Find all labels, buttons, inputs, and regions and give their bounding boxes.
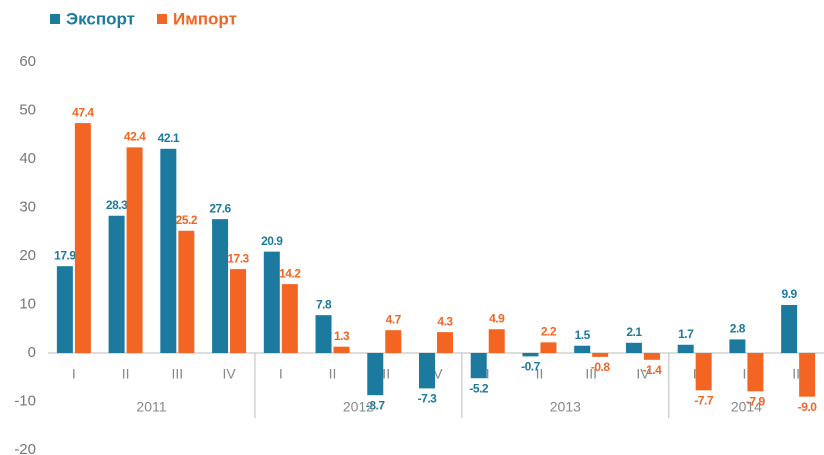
bar [230,269,247,353]
x-tick-label: IV [222,366,236,382]
value-label: -9.0 [798,400,818,414]
value-label: -1.4 [643,363,663,377]
value-label: 20.9 [261,234,283,248]
value-label: -7.9 [746,394,766,408]
x-tick-label: IV [636,366,650,382]
y-tick-label: 10 [19,295,36,312]
value-label: 14.2 [279,266,301,280]
bar [126,147,143,353]
group-label: 2011 [136,399,166,415]
x-tick-label: I [486,366,490,382]
value-label: -7.7 [694,394,714,408]
bar [212,219,229,353]
value-label: 2.2 [541,325,557,339]
bar [281,284,298,353]
bar [540,342,557,353]
bar [419,353,435,389]
bar [263,251,280,353]
bar [747,353,764,392]
value-label: -8.7 [366,398,386,412]
bar [56,266,73,353]
bar [315,315,332,353]
value-label: 42.4 [124,130,146,144]
bar [470,353,487,379]
value-label: 1.3 [334,329,350,343]
bar [592,353,609,357]
legend-swatch [50,14,60,24]
bar [781,304,798,353]
value-label: -0.8 [591,360,611,374]
x-tick-label: III [378,366,390,382]
legend-label: Импорт [173,9,237,28]
y-tick-label: 50 [19,101,36,118]
bar [108,215,125,353]
y-tick-label: 30 [19,198,36,215]
x-tick-label: I [72,366,76,382]
x-tick-label: I [279,366,283,382]
value-label: 17.3 [227,251,249,265]
group-label: 2013 [550,399,581,415]
value-label: 9.9 [782,287,798,301]
group-label: 2012 [343,399,374,415]
bar [695,353,712,391]
x-tick-label: III [171,366,183,382]
x-tick-label: II [743,366,751,382]
bar [625,342,642,353]
y-tick-label: -20 [14,441,36,455]
bar [488,329,505,353]
x-tick-label: II [329,366,337,382]
value-label: 42.1 [158,131,180,145]
bar [574,345,591,353]
value-label: 4.3 [437,314,453,328]
value-label: 28.3 [106,198,128,212]
value-label: 7.8 [316,297,332,311]
bar [799,353,816,397]
value-label: 2.8 [730,322,746,336]
bar [178,230,195,353]
y-tick-label: 60 [19,53,36,70]
value-label: 27.6 [209,201,231,215]
x-tick-label: III [792,366,804,382]
group-label: 2014 [731,399,762,415]
bar [729,339,746,353]
x-tick-label: II [536,366,544,382]
value-label: 25.2 [176,213,198,227]
value-label: 4.7 [386,312,402,326]
legend-label: Экспорт [66,9,135,28]
x-tick-label: II [122,366,130,382]
bar [367,353,384,396]
value-label: 2.1 [626,325,642,339]
legend-swatch [156,14,167,24]
bar [677,344,694,353]
y-tick-label: 40 [19,150,36,167]
bar [437,332,453,353]
bar [385,330,402,353]
value-label: 4.9 [489,311,505,325]
bar [522,353,539,357]
x-tick-label: III [585,366,597,382]
y-tick-label: 20 [19,247,36,264]
bar [74,123,91,353]
value-label: 1.7 [678,327,694,341]
value-label: -5.2 [469,381,489,395]
y-tick-label: -10 [14,392,36,409]
x-tick-label: I [693,366,697,382]
bar [333,346,350,353]
value-label: -7.3 [418,392,438,406]
value-label: 1.5 [575,328,591,342]
bar [160,148,177,353]
value-label: 17.9 [54,248,76,262]
y-tick-label: 0 [28,344,36,361]
value-label: -0.7 [521,360,541,374]
value-label: 47.4 [72,105,94,119]
bar [643,353,660,360]
